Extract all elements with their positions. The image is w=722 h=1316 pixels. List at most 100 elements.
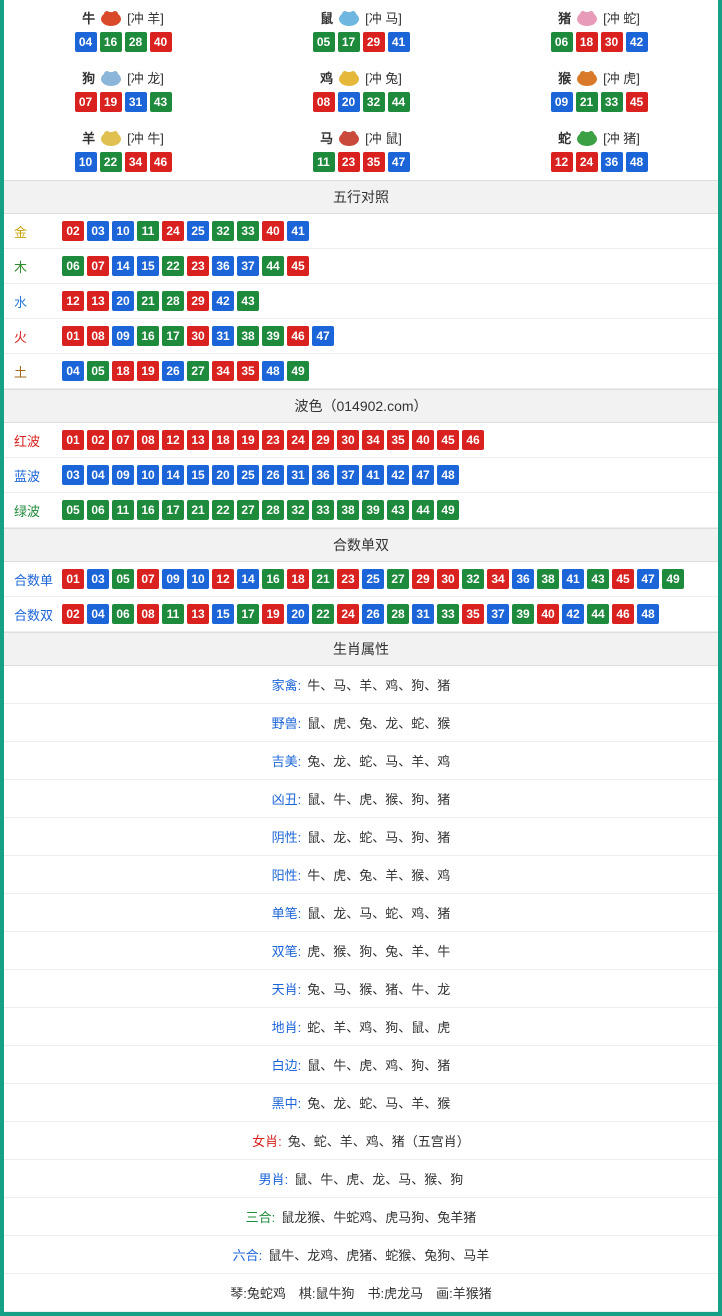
- number-ball: 13: [187, 430, 209, 450]
- kv-balls: 02031011242532334041: [62, 221, 309, 241]
- number-ball: 32: [212, 221, 234, 241]
- attr-row: 男肖:鼠、牛、虎、龙、马、猴、狗: [4, 1160, 718, 1198]
- attr-row: 天肖:兔、马、猴、猪、牛、龙: [4, 970, 718, 1008]
- number-ball: 19: [137, 361, 159, 381]
- number-ball: 36: [512, 569, 534, 589]
- number-ball: 22: [162, 256, 184, 276]
- number-ball: 18: [287, 569, 309, 589]
- number-ball: 34: [125, 152, 147, 172]
- number-ball: 29: [412, 569, 434, 589]
- number-ball: 11: [313, 152, 335, 172]
- kv-balls: 0204060811131517192022242628313335373940…: [62, 604, 659, 624]
- number-ball: 49: [437, 500, 459, 520]
- number-ball: 05: [112, 569, 134, 589]
- number-ball: 19: [262, 604, 284, 624]
- number-ball: 06: [62, 256, 84, 276]
- zodiac-title-line: 蛇[冲 猪]: [480, 126, 718, 148]
- number-ball: 14: [162, 465, 184, 485]
- number-ball: 12: [62, 291, 84, 311]
- number-ball: 21: [312, 569, 334, 589]
- footer-line: 琴:兔蛇鸡 棋:鼠牛狗 书:虎龙马 画:羊猴猪: [4, 1274, 718, 1312]
- zodiac-title-line: 马[冲 鼠]: [242, 126, 480, 148]
- number-ball: 27: [187, 361, 209, 381]
- number-ball: 43: [387, 500, 409, 520]
- number-ball: 27: [387, 569, 409, 589]
- number-ball: 45: [437, 430, 459, 450]
- attr-label: 阴性:: [272, 830, 302, 845]
- number-ball: 30: [337, 430, 359, 450]
- zodiac-cell: 羊[冲 牛]10223446: [4, 120, 242, 180]
- kv-row: 木06071415222336374445: [4, 249, 718, 284]
- number-ball: 10: [112, 221, 134, 241]
- number-ball: 44: [262, 256, 284, 276]
- number-ball: 03: [62, 465, 84, 485]
- zodiac-animal-icon: [97, 6, 125, 28]
- kv-balls: 05061116172122272832333839434449: [62, 500, 459, 520]
- number-ball: 33: [312, 500, 334, 520]
- number-ball: 37: [337, 465, 359, 485]
- number-ball: 10: [137, 465, 159, 485]
- attr-row: 黑中:兔、龙、蛇、马、羊、猴: [4, 1084, 718, 1122]
- attr-value: 鼠龙猴、牛蛇鸡、虎马狗、兔羊猪: [281, 1210, 476, 1225]
- kv-balls: 0102070812131819232429303435404546: [62, 430, 484, 450]
- attr-row: 野兽:鼠、虎、兔、龙、蛇、猴: [4, 704, 718, 742]
- attr-value: 虎、猴、狗、兔、羊、牛: [307, 944, 450, 959]
- number-ball: 28: [387, 604, 409, 624]
- number-ball: 40: [412, 430, 434, 450]
- kv-label: 合数双: [12, 605, 62, 624]
- zodiac-title-line: 羊[冲 牛]: [4, 126, 242, 148]
- number-ball: 10: [75, 152, 97, 172]
- number-ball: 41: [562, 569, 584, 589]
- zodiac-animal-icon: [335, 66, 363, 88]
- zodiac-name: 马: [320, 128, 333, 147]
- number-ball: 46: [612, 604, 634, 624]
- attr-value: 蛇、羊、鸡、狗、鼠、虎: [307, 1020, 450, 1035]
- attr-row: 吉美:兔、龙、蛇、马、羊、鸡: [4, 742, 718, 780]
- number-ball: 39: [362, 500, 384, 520]
- attr-value: 鼠、龙、马、蛇、鸡、猪: [307, 906, 450, 921]
- heshu-table: 合数单0103050709101214161821232527293032343…: [4, 562, 718, 632]
- number-ball: 33: [437, 604, 459, 624]
- number-ball: 09: [112, 465, 134, 485]
- zodiac-title-line: 鸡[冲 兔]: [242, 66, 480, 88]
- number-ball: 14: [112, 256, 134, 276]
- attr-label: 野兽:: [272, 716, 302, 731]
- number-ball: 45: [287, 256, 309, 276]
- attr-label: 黑中:: [272, 1096, 302, 1111]
- number-ball: 39: [262, 326, 284, 346]
- zodiac-name: 鸡: [320, 68, 333, 87]
- attr-label: 单笔:: [272, 906, 302, 921]
- attr-row: 女肖:兔、蛇、羊、鸡、猪（五宫肖）: [4, 1122, 718, 1160]
- number-ball: 36: [601, 152, 623, 172]
- number-ball: 18: [576, 32, 598, 52]
- kv-label: 火: [12, 327, 62, 346]
- number-ball: 02: [62, 221, 84, 241]
- bose-header: 波色（014902.com）: [4, 389, 718, 423]
- number-ball: 23: [338, 152, 360, 172]
- attr-header: 生肖属性: [4, 632, 718, 666]
- attr-value: 鼠、牛、虎、鸡、狗、猪: [307, 1058, 450, 1073]
- number-ball: 01: [62, 569, 84, 589]
- attr-label: 白边:: [272, 1058, 302, 1073]
- attr-value: 牛、马、羊、鸡、狗、猪: [307, 678, 450, 693]
- number-ball: 21: [187, 500, 209, 520]
- number-ball: 19: [100, 92, 122, 112]
- zodiac-title-line: 狗[冲 龙]: [4, 66, 242, 88]
- number-ball: 01: [62, 326, 84, 346]
- attr-value: 鼠、牛、虎、猴、狗、猪: [307, 792, 450, 807]
- number-ball: 43: [587, 569, 609, 589]
- number-ball: 05: [87, 361, 109, 381]
- number-ball: 03: [87, 221, 109, 241]
- number-ball: 33: [237, 221, 259, 241]
- number-ball: 45: [612, 569, 634, 589]
- number-ball: 11: [162, 604, 184, 624]
- number-ball: 33: [601, 92, 623, 112]
- number-ball: 16: [137, 500, 159, 520]
- number-ball: 40: [150, 32, 172, 52]
- kv-row: 金02031011242532334041: [4, 214, 718, 249]
- attr-label: 地肖:: [272, 1020, 302, 1035]
- number-ball: 39: [512, 604, 534, 624]
- zodiac-clash: [冲 羊]: [127, 8, 164, 27]
- zodiac-clash: [冲 虎]: [603, 68, 640, 87]
- number-ball: 38: [237, 326, 259, 346]
